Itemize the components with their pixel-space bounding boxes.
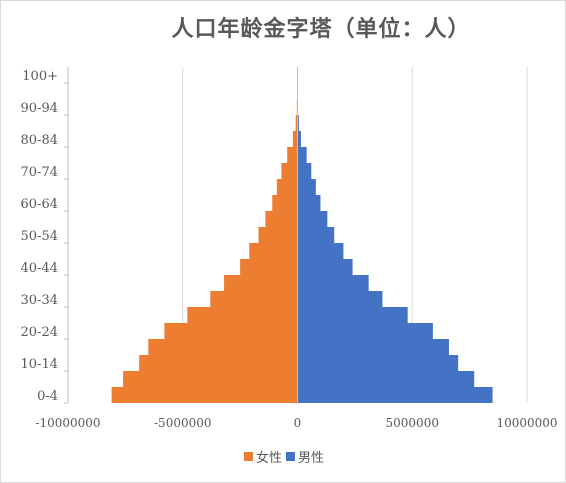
bar-male-85-89 — [297, 115, 299, 131]
bar-female-0-4 — [111, 387, 298, 403]
axes: 0-4 10-14 20-24 30-34 40-44 50-54 60-64 70-74 80… — [21, 67, 558, 430]
bar-female-30-34 — [210, 291, 298, 307]
bar-male-80-84 — [297, 131, 301, 147]
x-tick-label-3: 5000000 — [386, 416, 439, 430]
bar-female-25-29 — [187, 307, 298, 323]
y-tick-label-70-74: 70-74 — [21, 165, 58, 180]
bar-female-60-64 — [272, 195, 298, 211]
bar-male-40-44 — [297, 259, 353, 275]
y-tick-label-60-64: 60-64 — [21, 197, 58, 212]
y-tick-label-80-84: 80-84 — [21, 133, 58, 148]
legend-item-female: 女性 — [243, 447, 282, 466]
chart-title: 人口年龄金字塔（单位：人） — [171, 16, 471, 42]
y-tick-label-100+: 100+ — [22, 69, 58, 84]
bar-female-50-54 — [258, 227, 298, 243]
legend: 女性 男性 — [1, 447, 566, 466]
x-tick-label-1: -5000000 — [154, 416, 212, 430]
y-tick-label-10-14: 10-14 — [21, 357, 58, 372]
bar-male-10-14 — [297, 355, 459, 371]
bar-male-35-39 — [297, 275, 369, 291]
bar-male-25-29 — [297, 307, 408, 323]
bar-female-45-49 — [249, 243, 298, 259]
legend-item-male: 男性 — [286, 447, 324, 466]
bar-male-5-9 — [297, 371, 475, 387]
bar-female-10-14 — [139, 355, 298, 371]
legend-swatch — [243, 452, 253, 461]
bar-female-80-84 — [292, 131, 298, 147]
y-tick-label-30-34: 30-34 — [21, 293, 58, 308]
legend-swatch — [286, 452, 295, 461]
bar-male-55-59 — [297, 211, 328, 227]
bar-male-20-24 — [297, 323, 433, 339]
pyramid-plot: 0-4 10-14 20-24 30-34 40-44 50-54 60-64 70-74 80… — [21, 67, 558, 430]
bar-female-55-59 — [265, 211, 298, 227]
bar-male-60-64 — [297, 195, 321, 211]
bar-male-0-4 — [297, 387, 493, 403]
bar-female-15-19 — [148, 339, 298, 355]
y-tick-label-20-24: 20-24 — [21, 325, 58, 340]
legend-label: 女性 — [255, 451, 282, 466]
bar-female-40-44 — [240, 259, 298, 275]
x-tick-label-4: 10000000 — [496, 416, 557, 430]
bar-male-15-19 — [297, 339, 449, 355]
bar-female-85-89 — [295, 115, 298, 131]
bar-male-30-34 — [297, 291, 383, 307]
legend-label: 男性 — [298, 451, 325, 466]
y-tick-label-90-94: 90-94 — [21, 101, 58, 116]
y-tick-label-40-44: 40-44 — [21, 261, 58, 276]
bar-male-65-69 — [297, 179, 316, 195]
bar-female-5-9 — [123, 371, 298, 387]
y-tick-label-0-4: 0-4 — [37, 389, 58, 404]
bar-female-75-79 — [287, 147, 298, 163]
bar-female-70-74 — [281, 163, 298, 179]
x-tick-label-2: 0 — [294, 416, 302, 430]
bars — [111, 67, 493, 403]
bar-female-65-69 — [276, 179, 298, 195]
y-tick-label-50-54: 50-54 — [21, 229, 58, 244]
bar-male-70-74 — [297, 163, 312, 179]
bar-female-35-39 — [224, 275, 298, 291]
bar-male-75-79 — [297, 147, 307, 163]
bar-male-50-54 — [297, 227, 335, 243]
x-tick-label-0: -10000000 — [35, 416, 100, 430]
bar-male-45-49 — [297, 243, 344, 259]
bar-female-20-24 — [164, 323, 298, 339]
